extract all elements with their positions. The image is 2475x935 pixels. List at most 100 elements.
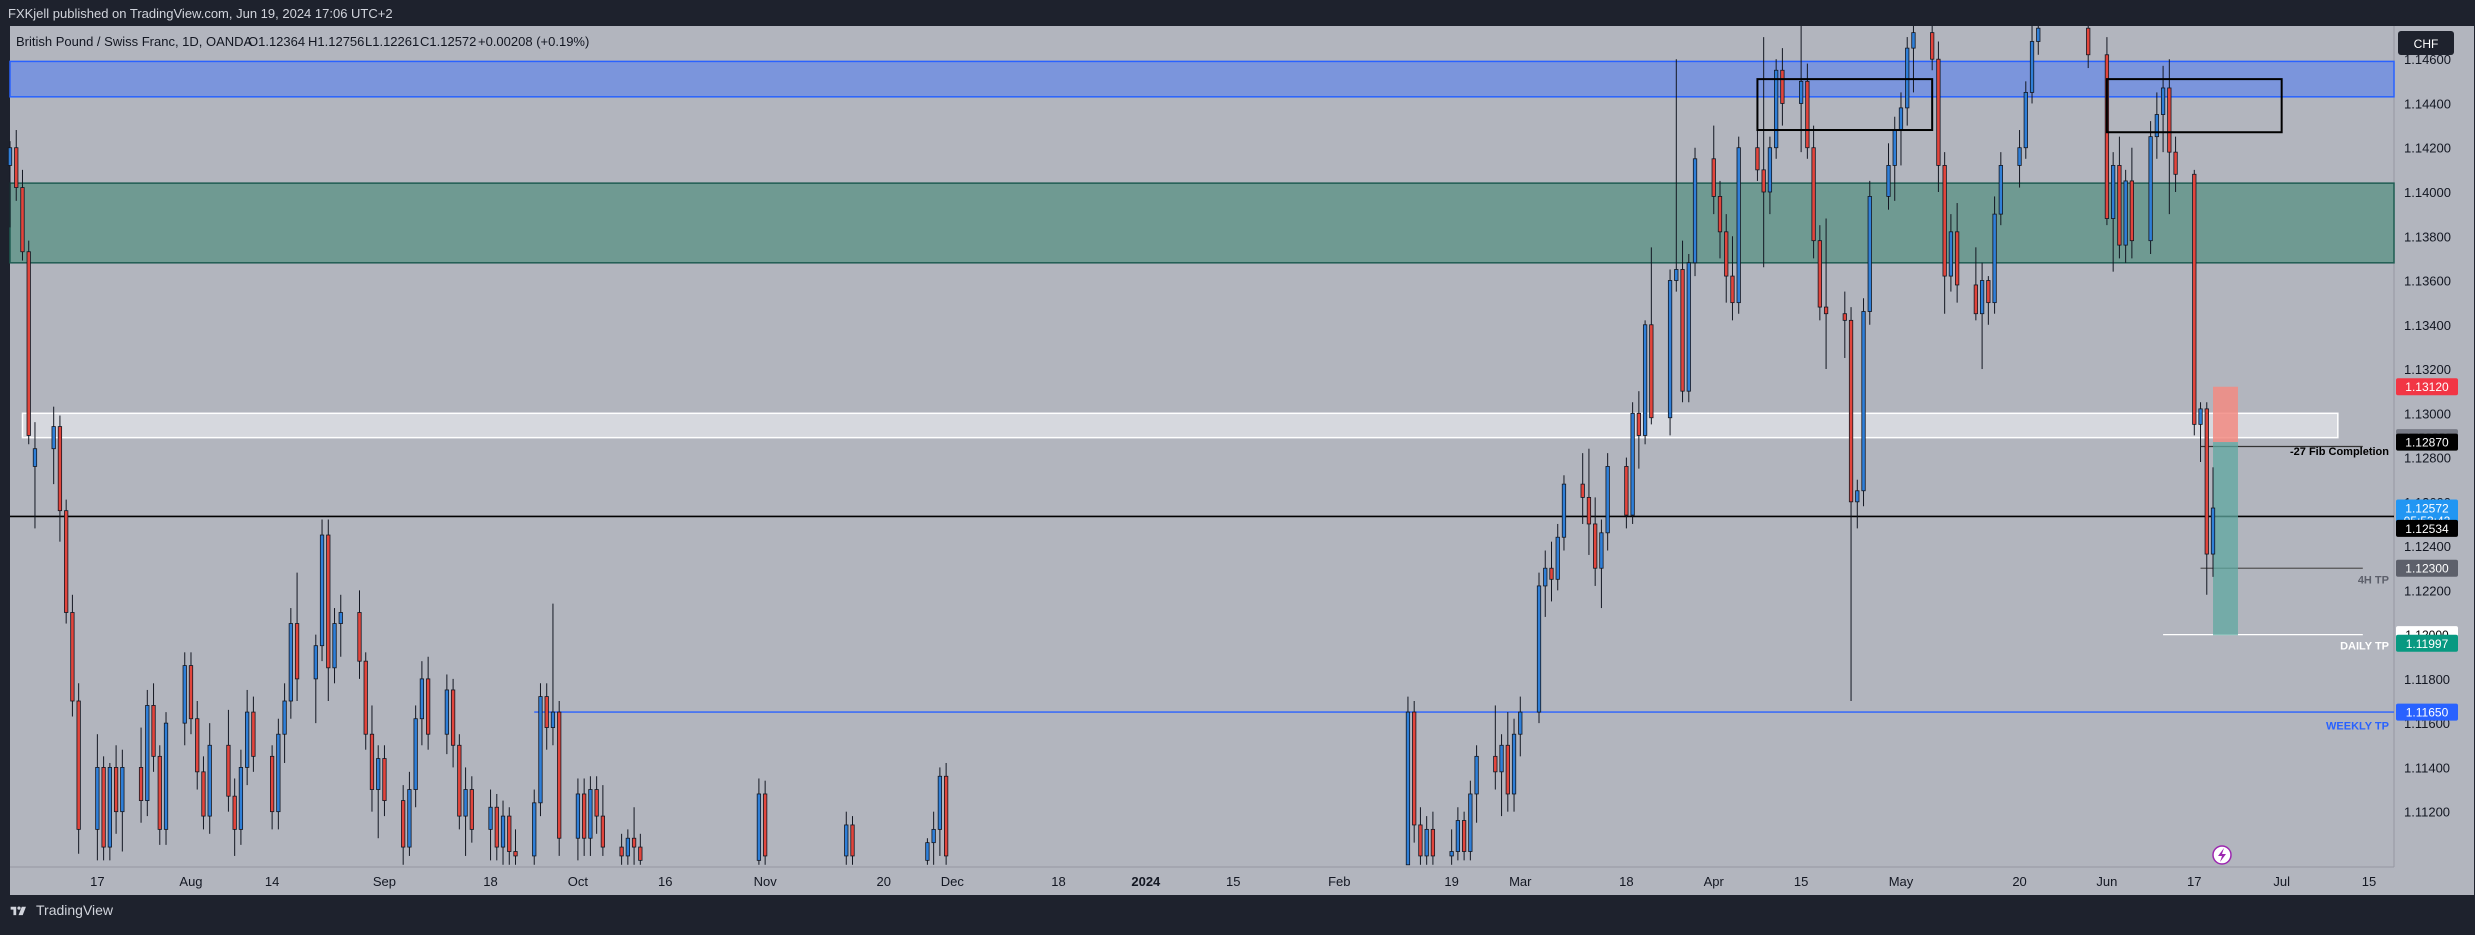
annotation-label: 4H TP	[2358, 574, 2389, 586]
candle	[488, 789, 493, 861]
candle	[1848, 307, 1854, 702]
candle-body	[2036, 27, 2041, 42]
candle	[557, 701, 562, 856]
candle	[363, 652, 368, 750]
annotations-layer: -27 Fib Completion 4H TP DAILY TP WEEKLY TP	[2290, 446, 2389, 732]
green-zone	[9, 182, 2395, 264]
position-layer	[2213, 386, 2238, 636]
candle	[1449, 829, 1454, 865]
candle-body	[1561, 483, 1567, 538]
candle	[57, 415, 63, 542]
candle-body	[1449, 851, 1454, 857]
candle	[1905, 37, 1910, 126]
candle	[937, 767, 943, 856]
candle	[444, 674, 449, 755]
candle-body	[500, 815, 506, 848]
price-label-bg	[2396, 703, 2458, 721]
price-tick: 1.14600	[2404, 52, 2451, 67]
candle	[550, 603, 556, 746]
candle-body	[288, 623, 293, 702]
candle	[357, 590, 362, 679]
candle	[294, 572, 300, 702]
candle	[2160, 65, 2166, 153]
candle-body	[2086, 27, 2091, 56]
candle-body	[1455, 820, 1460, 852]
candle	[157, 745, 162, 845]
candle-body	[507, 815, 512, 852]
price-label: 1.11650	[2396, 703, 2458, 721]
price-tick: 1.14000	[2404, 185, 2451, 200]
candle-body	[426, 678, 431, 735]
candle	[1817, 225, 1822, 321]
ohlc-change: +0.00208 (+0.19%)	[478, 34, 589, 49]
time-tick: 18	[1051, 874, 1065, 889]
candle-body	[413, 718, 418, 790]
price-tick: 1.14200	[2404, 141, 2451, 156]
candle-body	[2117, 165, 2122, 246]
price-tick: 1.13600	[2404, 274, 2451, 289]
position-risk	[2213, 386, 2238, 443]
candle	[588, 776, 593, 856]
candle-body	[1543, 567, 1548, 587]
candle	[201, 756, 206, 830]
candle-body	[1586, 497, 1592, 525]
candle-body	[550, 711, 556, 728]
ohlc-low: L1.12261	[365, 34, 419, 49]
currency-button[interactable]: CHF	[2398, 31, 2454, 55]
candle	[507, 807, 512, 865]
candle	[2017, 130, 2022, 188]
price-label-value: 1.12870	[2405, 436, 2449, 450]
candle-body	[1774, 69, 1779, 149]
candle-body	[332, 623, 337, 669]
candle-body	[494, 806, 499, 848]
candle-body	[1686, 262, 1691, 392]
time-tick: 20	[876, 874, 890, 889]
candle-body	[2198, 408, 2203, 425]
price-axis[interactable]: 1.14600 1.14400 1.14200 1.14000 1.13800 1.136…	[2404, 52, 2451, 819]
candle	[376, 745, 381, 839]
candle-body	[2192, 173, 2197, 425]
candle	[2148, 121, 2153, 254]
candle	[14, 130, 19, 201]
candle	[2029, 26, 2035, 104]
time-axis[interactable]: 17 Aug 14 Sep 18 Oct 16 Nov 20 Dec 18 2024 15 Feb 19 Ma…	[90, 874, 2376, 889]
lightning-icon[interactable]	[2212, 845, 2232, 865]
candle	[407, 771, 412, 856]
candle	[925, 838, 930, 865]
candle-body	[1518, 711, 1523, 735]
candle-body	[600, 815, 605, 848]
currency-button-label[interactable]: CHF	[2414, 37, 2439, 51]
candle-body	[1536, 585, 1542, 713]
candle-body	[937, 775, 943, 830]
candle	[2023, 81, 2028, 159]
candle-body	[1649, 324, 1654, 419]
currency-button-bg[interactable]	[2398, 31, 2454, 55]
candle	[1474, 745, 1479, 823]
candle-body	[1799, 80, 1804, 104]
candle-body	[1461, 820, 1467, 852]
candle	[500, 800, 506, 865]
time-tick: Aug	[179, 874, 202, 889]
candle-body	[1848, 319, 1854, 503]
candle	[313, 634, 318, 724]
candle-body	[120, 767, 125, 813]
candle-body	[2129, 180, 2135, 242]
candle	[2117, 136, 2122, 259]
candle	[1711, 125, 1716, 215]
candle	[544, 683, 549, 750]
candle	[582, 778, 587, 856]
candle-body	[1724, 231, 1729, 277]
candle	[401, 785, 406, 865]
candle-body	[557, 711, 562, 839]
price-label-bg	[2396, 519, 2458, 537]
candle	[2167, 59, 2172, 215]
candle-body	[1630, 412, 1635, 516]
candle-body	[638, 846, 643, 861]
price-label-bg	[2396, 559, 2458, 577]
candles-layer	[7, 26, 2216, 866]
candle-body	[2148, 136, 2153, 242]
candle-body	[245, 711, 250, 768]
tradingview-logo[interactable]: TradingView	[8, 902, 113, 918]
